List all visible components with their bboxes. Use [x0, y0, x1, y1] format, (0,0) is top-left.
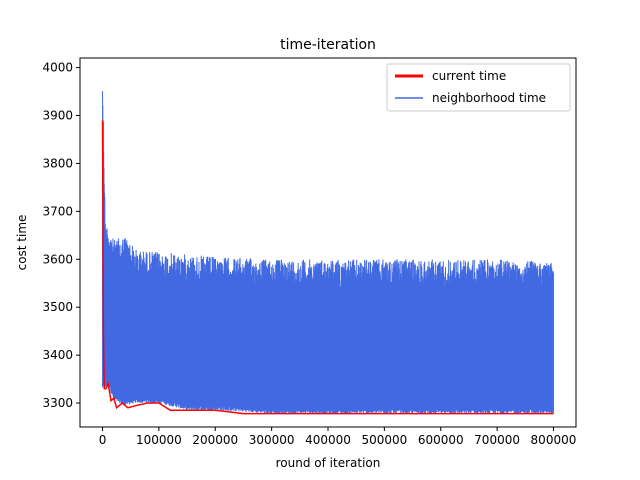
y-axis-ticks: 3300 3400 3500 3600 3700 3800 3900 4000	[42, 61, 80, 410]
x-tick-label: 100000	[136, 433, 182, 447]
y-tick-label: 3600	[42, 252, 73, 266]
x-tick-label: 800000	[531, 433, 577, 447]
plot-layer	[101, 91, 554, 415]
legend-box	[386, 63, 571, 112]
x-axis-ticks: 0 100000 200000 300000 400000 500000 600000 700…	[99, 427, 577, 447]
chart-title: time-iteration	[280, 37, 376, 53]
y-axis-label: cost time	[15, 215, 29, 271]
x-tick-label: 500000	[361, 433, 407, 447]
x-tick-label: 400000	[305, 433, 351, 447]
x-tick-label: 600000	[418, 433, 464, 447]
series-current-time-line	[101, 120, 554, 415]
x-tick-label: 200000	[192, 433, 238, 447]
series-neighborhood-time-line	[102, 91, 554, 414]
legend-label-current-time: current time	[432, 69, 506, 83]
y-tick-label: 3300	[42, 396, 73, 410]
x-tick-label: 0	[99, 433, 107, 447]
y-tick-label: 4000	[42, 61, 73, 75]
y-tick-label: 3700	[42, 204, 73, 218]
x-tick-label: 300000	[249, 433, 295, 447]
y-tick-label: 3500	[42, 300, 73, 314]
x-axis-label: round of iteration	[276, 456, 381, 470]
y-tick-label: 3900	[42, 109, 73, 123]
y-tick-label: 3800	[42, 156, 73, 170]
legend: current time neighborhood time	[386, 63, 571, 112]
x-tick-label: 700000	[474, 433, 520, 447]
legend-label-neighborhood-time: neighborhood time	[432, 91, 546, 105]
y-tick-label: 3400	[42, 348, 73, 362]
